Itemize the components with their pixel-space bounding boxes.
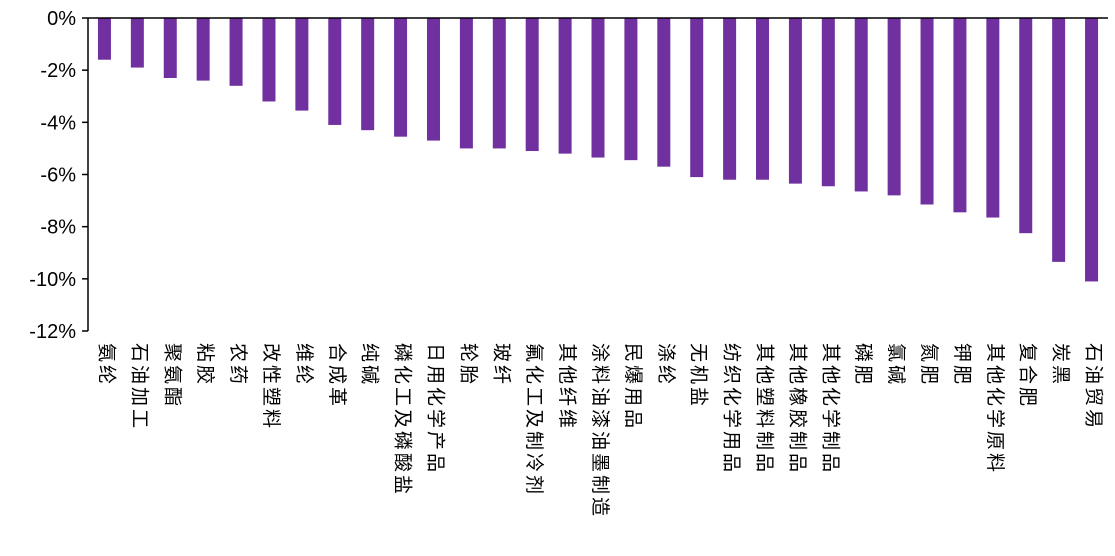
bar [657,18,671,167]
x-category-label: 粘胶 [194,343,216,387]
bar [953,18,967,213]
y-tick-label: -8% [40,217,76,239]
x-category-label: 民爆用品 [622,343,644,431]
bar [426,18,440,141]
bar [920,18,934,205]
bar [723,18,737,180]
bar [1085,18,1099,282]
y-tick-label: -4% [40,112,76,134]
bar [394,18,408,137]
bar [1019,18,1033,234]
x-category-label: 炭黑 [1050,343,1072,387]
bar [591,18,605,158]
bar [1052,18,1066,262]
x-category-label: 氟化工及制冷剂 [523,343,545,497]
x-category-label: 氨纶 [95,343,117,387]
bar [788,18,802,184]
bar [328,18,342,125]
bar [361,18,375,131]
x-category-label: 玻纤 [490,343,512,387]
x-category-label: 其他塑料制品 [754,343,776,475]
y-tick-label: 0% [47,8,76,30]
bar [986,18,1000,218]
bar [163,18,177,78]
x-category-label: 合成革 [326,343,348,409]
bar [558,18,572,154]
x-category-label: 维纶 [293,343,315,387]
x-category-label: 其他化学制品 [819,343,841,475]
bar [459,18,473,149]
bar [624,18,638,161]
bar [690,18,704,178]
bar [130,18,144,68]
x-category-label: 纯碱 [359,343,381,387]
x-category-label: 纺织化学用品 [721,343,743,475]
bar [229,18,243,86]
x-axis-labels: 氨纶 石油加工 聚氨酯 粘胶 农药 改性塑料 维纶 合成革 纯碱 磷化工及磷酸盐 日用化学产品 轮胎玻… [95,343,1104,519]
x-category-label: 农药 [227,343,249,387]
x-category-label: 无机盐 [688,343,710,409]
x-category-label: 磷肥 [852,343,874,387]
x-category-label: 石油贸易 [1083,343,1105,431]
y-tick-label: -12% [29,321,76,343]
x-category-label: 氯碱 [885,343,907,387]
bar [295,18,309,111]
y-tick-label: -6% [40,165,76,187]
bar [492,18,506,149]
x-category-label: 磷化工及磷酸盐 [392,343,414,497]
bars-group [97,18,1099,282]
x-category-label: 聚氨酯 [161,343,183,409]
x-category-label: 复合肥 [1017,343,1039,409]
x-category-label: 改性塑料 [260,343,282,431]
y-tick-label: -2% [40,60,76,82]
x-category-label: 石油加工 [128,343,150,431]
bar [196,18,210,81]
y-tick-label: -10% [29,269,76,291]
x-category-label: 轮胎 [457,343,479,387]
x-category-label: 其他橡胶制品 [786,343,808,475]
bar [262,18,276,102]
x-category-label: 日用化学产品 [424,343,446,475]
x-category-label: 其他纤维 [556,343,578,431]
bar [97,18,111,60]
bar [854,18,868,192]
bar [887,18,901,196]
x-category-label: 氮肥 [918,343,940,387]
x-category-label: 钾肥 [951,343,973,387]
bar [821,18,835,187]
x-category-label: 其他化学原料 [984,343,1006,475]
bar [756,18,770,180]
bar [525,18,539,152]
y-axis-ticks: 0% -2% -4% -6% -8% -10% -12% [29,8,88,343]
x-category-label: 涂料油漆油墨制造 [589,343,611,519]
x-category-label: 涤纶 [655,343,677,387]
